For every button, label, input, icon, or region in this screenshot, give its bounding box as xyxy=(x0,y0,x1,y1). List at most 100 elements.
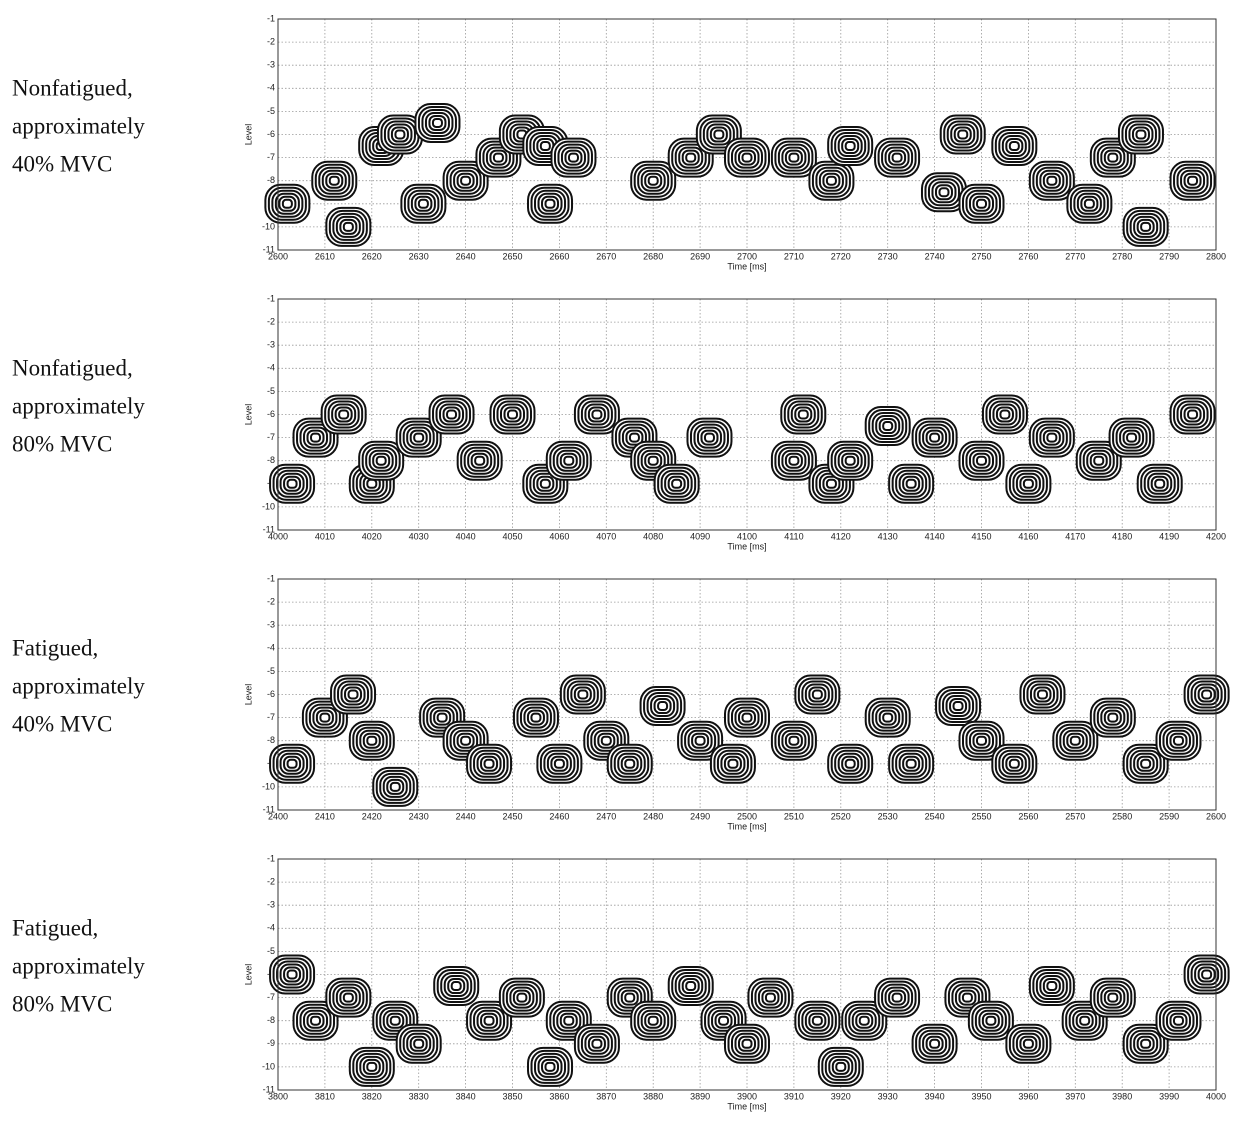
contour-line xyxy=(1089,452,1108,469)
x-tick-label: 2660 xyxy=(549,251,569,261)
contour-line xyxy=(1107,152,1119,163)
contour-line xyxy=(681,978,700,995)
contour-line xyxy=(888,989,907,1006)
contour-region xyxy=(456,440,503,481)
contour-region xyxy=(958,183,1005,224)
contour-line xyxy=(825,175,837,186)
contour-region xyxy=(1183,954,1230,995)
contour-line xyxy=(858,1015,870,1026)
contour-line xyxy=(399,1026,439,1061)
x-tick-label: 2530 xyxy=(878,811,898,821)
contour-line xyxy=(929,1038,941,1049)
contour-line xyxy=(731,703,763,732)
contour-line xyxy=(1180,169,1206,192)
contour-region xyxy=(1155,720,1202,761)
contour-line xyxy=(1194,963,1220,986)
contour-region xyxy=(512,697,559,738)
x-tick-label: 2760 xyxy=(1018,251,1038,261)
contour-line xyxy=(922,426,948,449)
y-tick-label: -1 xyxy=(267,853,275,863)
contour-line xyxy=(1005,755,1024,772)
contour-line xyxy=(700,429,719,446)
contour-line xyxy=(878,709,897,726)
contour-line xyxy=(394,129,406,140)
x-tick-label: 2600 xyxy=(268,251,288,261)
contour-line xyxy=(610,980,650,1015)
panel-label: 80% MVC xyxy=(12,991,112,1016)
contour-line xyxy=(559,1012,578,1029)
contour-line xyxy=(925,429,944,446)
contour-line xyxy=(359,729,385,752)
contour-line xyxy=(460,443,500,478)
contour-region xyxy=(348,1046,395,1087)
contour-line xyxy=(1187,409,1199,420)
contour-line xyxy=(784,732,803,749)
panel: Nonfatigued, approximately 80% MVC -1 -2 -3 -4… xyxy=(12,293,1226,551)
contour-line xyxy=(640,1009,666,1032)
contour-line xyxy=(808,1012,827,1029)
y-tick-label: -1 xyxy=(267,573,275,583)
contour-region xyxy=(559,674,606,715)
contour-region xyxy=(550,137,597,178)
contour-line xyxy=(821,1049,861,1084)
x-tick-label: 2450 xyxy=(502,811,522,821)
contour-line xyxy=(965,446,998,475)
contour-line xyxy=(962,186,1001,221)
contour-line xyxy=(971,1003,1011,1038)
contour-line xyxy=(1096,983,1129,1012)
contour-line xyxy=(352,723,392,758)
contour-line xyxy=(332,212,365,241)
contour-line xyxy=(741,152,753,163)
contour-line xyxy=(272,746,312,781)
contour-line xyxy=(544,1061,556,1072)
contour-line xyxy=(741,1038,753,1049)
contour-line xyxy=(1059,726,1092,755)
contour-line xyxy=(884,986,910,1009)
y-tick-label: -4 xyxy=(267,643,275,653)
contour-line xyxy=(851,1009,877,1032)
contour-line xyxy=(693,423,726,452)
contour-line xyxy=(544,198,556,209)
contour-line xyxy=(519,703,552,732)
contour-line xyxy=(1103,989,1122,1006)
contour-line xyxy=(950,123,976,146)
contour-line xyxy=(1008,1026,1048,1061)
contour-line xyxy=(305,700,345,735)
x-tick-label: 3930 xyxy=(878,1091,898,1101)
contour-line xyxy=(489,149,508,166)
contour-line xyxy=(366,735,378,746)
contour-line xyxy=(1135,129,1147,140)
x-tick-label: 4200 xyxy=(1206,531,1226,541)
contour-line xyxy=(811,1015,823,1026)
contour-region xyxy=(967,1000,1014,1041)
contour-region xyxy=(269,463,316,504)
contour-line xyxy=(1103,709,1122,726)
contour-line xyxy=(539,746,579,781)
contour-region xyxy=(400,183,447,224)
contour-line xyxy=(550,755,569,772)
y-tick-label: -2 xyxy=(267,36,275,46)
plot-frame xyxy=(277,858,1217,1091)
contour-region xyxy=(653,463,700,504)
x-tick-label: 4010 xyxy=(315,531,335,541)
x-axis-label: Time [ms] xyxy=(727,261,766,271)
contour-line xyxy=(279,472,305,495)
y-tick-label: -11 xyxy=(263,524,275,534)
x-tick-label: 4190 xyxy=(1159,531,1179,541)
contour-line xyxy=(1008,141,1020,152)
contour-line xyxy=(1035,423,1068,452)
contour-line xyxy=(1162,1006,1195,1035)
contour-line xyxy=(678,146,704,169)
contour-line xyxy=(633,1003,673,1038)
contour-line xyxy=(428,114,447,131)
contour-region xyxy=(944,977,991,1018)
x-tick-label: 3800 xyxy=(268,1091,288,1101)
contour-line xyxy=(727,700,767,735)
contour-line xyxy=(707,1006,740,1035)
y-tick-label: -7 xyxy=(267,992,275,1002)
x-tick-label: 2710 xyxy=(784,251,804,261)
y-tick-label: -1 xyxy=(267,13,275,23)
contour-line xyxy=(586,723,626,758)
contour-line xyxy=(446,163,486,198)
contour-line xyxy=(781,729,807,752)
